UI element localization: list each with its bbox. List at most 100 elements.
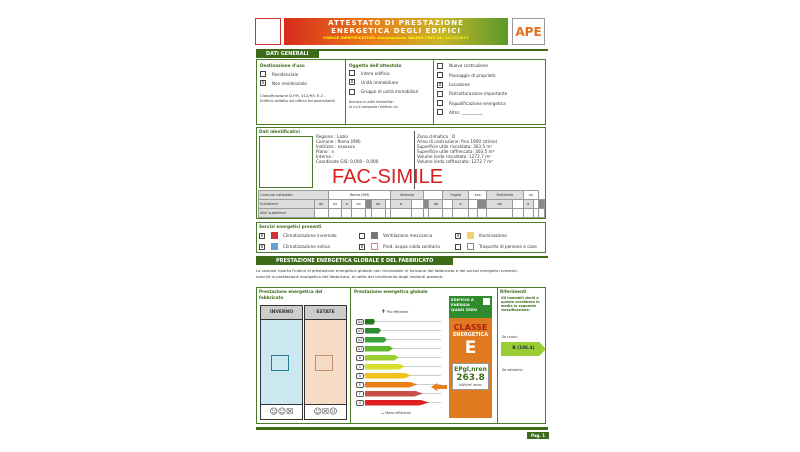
servizio-climatizzazione-invernale[interactable]: x Climatizzazione invernale (259, 232, 337, 239)
footer-bar (256, 427, 548, 430)
page-number: Pag. 1 (527, 432, 550, 439)
riferimenti-panel: Riferimenti Gli immobili simili a questo… (497, 287, 546, 424)
energy-class-arrow (365, 399, 429, 406)
energy-class-label: A2 (356, 336, 364, 343)
energy-class-label: F (356, 390, 364, 397)
estate-column: ESTATE ☺☒☹ (304, 305, 347, 420)
radiator-icon (271, 232, 278, 239)
meno-efficiente: — Meno efficiente (381, 411, 411, 415)
current-class: E (464, 338, 477, 358)
air-conditioner-icon (271, 243, 278, 250)
house-winter-icon (261, 320, 302, 404)
checkbox-nuova-costruzione[interactable]: Nuova costruzione (437, 63, 542, 69)
fabbricato-panel: Prestazione energetica del fabbricato IN… (256, 287, 351, 424)
title-line2: ENERGETICA DEGLI EDIFICI (331, 27, 461, 35)
current-class-arrow (431, 383, 447, 391)
title-line1: ATTESTATO DI PRESTAZIONE (328, 19, 464, 27)
ep-value: 263.8 (456, 373, 485, 383)
energy-class-arrow (365, 318, 375, 325)
checkbox-riqualificazione[interactable]: Riqualificazione energetica (437, 100, 542, 107)
energy-class-c: C (356, 363, 441, 370)
checkbox-locazione[interactable]: x Locazione (437, 81, 470, 88)
rating-faces: ☺☺☒ (261, 404, 302, 419)
energy-class-arrow (365, 381, 417, 388)
tab-dati-generali: DATI GENERALI (256, 50, 319, 58)
intro-text-2: nonché la prestazione energetica del fab… (256, 274, 444, 279)
ape-logo: APE (512, 18, 545, 45)
servizio-ventilazione[interactable]: Ventilazione meccanica (359, 232, 432, 239)
checkbox-passaggio-proprieta[interactable]: Passaggio di proprietà (437, 72, 542, 79)
inverno-column: INVERNO ☺☺☒ (260, 305, 303, 420)
energy-class-g: G (356, 399, 441, 406)
identificativi-title: Dati identificativi (259, 129, 300, 134)
fac-simile-watermark: FAC-SIMILE (332, 166, 444, 188)
elevator-icon (467, 243, 474, 250)
identificativi-left: Regione : Lazio Comune : Roma (RM) Indir… (316, 134, 379, 165)
oggetto-note-2: di cui è composto l'edificio: nd (349, 105, 398, 110)
servizi-box: Servizi energetici presenti x Climatizzaz… (256, 222, 546, 253)
energy-class-arrow (365, 327, 381, 334)
energy-class-arrow (365, 354, 399, 361)
energy-class-a4: A4 (356, 318, 441, 325)
faucet-icon (371, 243, 378, 250)
servizio-illuminazione[interactable]: x Illuminazione (455, 232, 507, 239)
energy-class-a1: A1 (356, 345, 441, 352)
checkbox-unita-immobiliare[interactable]: x Unità immobiliare (349, 79, 399, 86)
divider (256, 49, 548, 51)
ep-box: EPgl,nren 263.8 kWh/m² anno (452, 363, 489, 390)
identificativi-right: Zona climatica : D Anno di costruzione: … (417, 134, 498, 165)
destinazione-box: Destinazione d'uso Residenziale x Non res… (256, 59, 346, 125)
energy-class-arrow (365, 345, 393, 352)
energy-class-label: C (356, 363, 364, 370)
servizio-acqua-calda[interactable]: x Prod. acqua calda sanitaria (359, 243, 440, 250)
energy-class-arrow (365, 372, 411, 379)
header-left-box (255, 18, 281, 45)
riferimenti-text: Gli immobili simili a questo avrebbero i… (501, 296, 540, 313)
energy-class-arrow (365, 363, 405, 370)
header-banner: ATTESTATO DI PRESTAZIONE ENERGETICA DEGL… (284, 18, 508, 45)
photo-placeholder (259, 136, 313, 188)
energy-class-label: B (356, 354, 364, 361)
nzeb-checkbox[interactable] (483, 298, 490, 305)
servizio-climatizzazione-estiva[interactable]: x Climatizzazione estiva (259, 243, 330, 250)
lightbulb-icon (467, 232, 474, 239)
energy-class-arrow (365, 336, 387, 343)
nzeb-box: EDIFICIO A ENERGIA QUASI ZERO (449, 296, 492, 318)
checkbox-altro[interactable]: Altro: __________ (437, 109, 542, 116)
divider-vertical (414, 131, 415, 189)
piu-efficiente: + Più efficiente (381, 308, 409, 315)
subalterni-row: Subalterni da xx a xx da a da a da a (258, 199, 545, 209)
riferimento-nuovi-badge: B (106.4) (501, 342, 546, 356)
oggetto-box: Oggetto dell'attestato Intero edificio x… (345, 59, 434, 125)
destinazione-title: Destinazione d'uso (260, 63, 305, 68)
motivo-box: Nuova costruzione Passaggio di proprietà… (433, 59, 546, 125)
energy-class-d: D (356, 372, 441, 379)
energy-class-a2: A2 (356, 336, 441, 343)
servizio-trasporto[interactable]: Trasporto di persone o cose (455, 243, 537, 250)
catasto-row: Comune catastale Roma (RM) Sezione Fogli… (258, 190, 545, 200)
energy-class-label: A4 (356, 318, 364, 325)
intro-text: La sezione riporta l'indice di prestazio… (256, 268, 519, 273)
oggetto-note: Numero di unità immobiliari (349, 99, 394, 104)
checkbox-ristrutturazione[interactable]: Ristrutturazione importante (437, 90, 542, 97)
checkbox-residenziale[interactable]: Residenziale (260, 71, 342, 78)
energy-class-e: E (356, 381, 441, 388)
altri-subalterni-row: Altri subalterni (258, 208, 545, 218)
energy-class-arrow (365, 390, 423, 397)
energy-class-label: G (356, 399, 364, 406)
code-line: CODICE IDENTIFICATIVO: xxxxxxxxxxxx VALI… (323, 35, 469, 40)
energy-class-f: F (356, 390, 441, 397)
classification: Classificazione D.P.R. 412/93: E.2 - (260, 93, 326, 99)
oggetto-title: Oggetto dell'attestato (349, 63, 402, 68)
catasto-table: Comune catastale Roma (RM) Sezione Fogli… (258, 190, 545, 218)
energy-class-a3: A3 (356, 327, 441, 334)
checkbox-gruppo-unita[interactable]: Gruppo di unità immobiliari (349, 88, 430, 95)
energy-class-label: E (356, 381, 364, 388)
energy-class-label: A1 (356, 345, 364, 352)
classe-box: CLASSE ENERGETICA E EPgl,nren 263.8 kWh/… (449, 318, 492, 418)
house-summer-icon (305, 320, 346, 404)
energy-class-label: A3 (356, 327, 364, 334)
checkbox-non-residenziale[interactable]: x Non residenziale (260, 80, 307, 87)
energy-scale: A4 A3 A2 A1 B C D E F G (356, 318, 441, 410)
checkbox-intero-edificio[interactable]: Intero edificio (349, 70, 430, 77)
